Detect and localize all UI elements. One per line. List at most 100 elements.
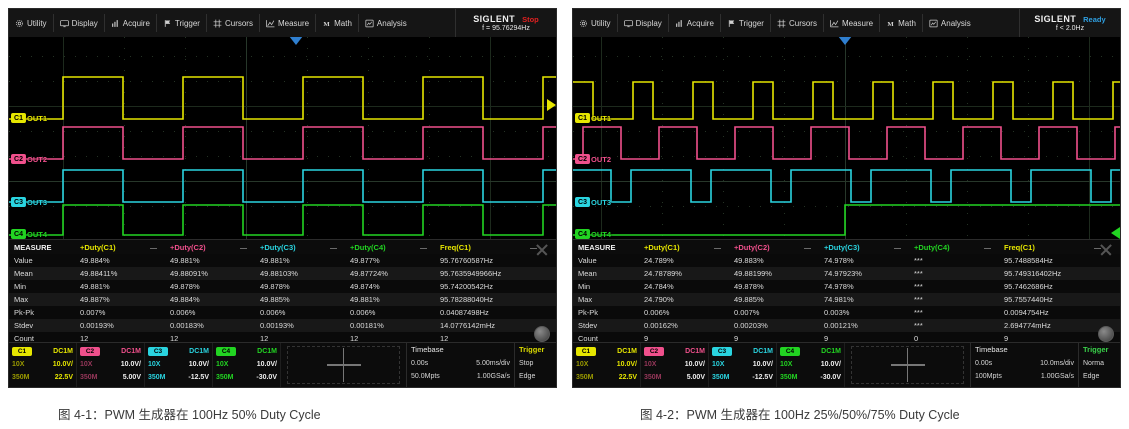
waveform-grid-right[interactable]: C1 OUT1 C2 OUT2 C3 OUT3 C4 OUT4 xyxy=(573,37,1120,239)
channel-level-marker-c1[interactable] xyxy=(547,99,556,111)
cell: 12 xyxy=(440,334,449,343)
plus-icon[interactable] xyxy=(326,348,361,382)
measure-column-header[interactable]: +Duty(C4) xyxy=(909,243,999,252)
measure-table-right[interactable]: MEASURE +Duty(C1) +Duty(C2) +Duty(C3) +D… xyxy=(573,239,1120,346)
vertical-scale: 10.0V/ xyxy=(120,361,141,368)
probe: 10X xyxy=(576,361,589,368)
brand-logo: SIGLENT xyxy=(473,14,516,24)
close-icon[interactable] xyxy=(1098,242,1114,258)
measure-column-header[interactable]: +Duty(C3) xyxy=(819,243,909,252)
cell: 0.006% xyxy=(644,308,670,317)
cell: 49.881% xyxy=(80,282,110,291)
menu-item-analysis[interactable]: Analysis xyxy=(923,9,977,37)
channel-tag-c4[interactable]: C4 OUT4 xyxy=(11,229,47,239)
cell: 49.878% xyxy=(734,282,764,291)
measure-column-header[interactable]: Freq(C1) xyxy=(435,243,545,252)
menu-label: Measure xyxy=(841,18,874,28)
channel-tag-c4[interactable]: C4 OUT4 xyxy=(575,229,611,239)
status-bar-right[interactable]: C1 DC1M 10X 10.0V/ 350M 22.5V C2 DC1M 10X 10.… xyxy=(573,342,1120,387)
divider xyxy=(719,14,721,32)
channel-settings-c1[interactable]: C1 DC1M 10X 10.0V/ 350M 22.5V xyxy=(9,343,77,387)
coupling: DC1M xyxy=(753,348,773,355)
menu-item-display[interactable]: Display xyxy=(54,9,104,37)
scroll-knob[interactable] xyxy=(534,326,550,342)
cell: 0.0094754Hz xyxy=(1004,308,1049,317)
waveform-grid-left[interactable]: C1 OUT1 C2 OUT2 C3 OUT3 C4 OUT4 xyxy=(9,37,556,239)
vertical-scale: 10.0V/ xyxy=(820,361,841,368)
minimize-icon[interactable] xyxy=(150,247,157,249)
measure-column-header[interactable]: +Duty(C1) xyxy=(639,243,729,252)
menu-item-measure[interactable]: Measure xyxy=(824,9,879,37)
menu-item-acquire[interactable]: Acquire xyxy=(669,9,720,37)
channel-settings-c1[interactable]: C1 DC1M 10X 10.0V/ 350M 22.5V xyxy=(573,343,641,387)
cell: 14.0776142mHz xyxy=(440,321,496,330)
channel-badge: C1 xyxy=(11,113,26,123)
menu-item-trigger[interactable]: Trigger xyxy=(721,9,770,37)
minimize-icon[interactable] xyxy=(804,247,811,249)
timebase-settings-right[interactable]: Timebase 0.00s 10.0ms/div 100Mpts 1.00GSa/… xyxy=(970,343,1078,387)
measure-column-header[interactable]: +Duty(C1) xyxy=(75,243,165,252)
close-icon[interactable] xyxy=(534,242,550,258)
minimize-icon[interactable] xyxy=(240,247,247,249)
measure-column-header[interactable]: +Duty(C3) xyxy=(255,243,345,252)
trigger-position-marker[interactable] xyxy=(838,37,852,45)
table-row: Value 49.884% 49.881% 49.881% 49.877% 95.7676… xyxy=(9,254,556,267)
cell: 49.881% xyxy=(260,256,290,265)
cell: *** xyxy=(914,282,923,291)
menu-item-utility[interactable]: Utility xyxy=(573,9,617,37)
measure-column-header[interactable]: +Duty(C4) xyxy=(345,243,435,252)
cell: 95.74200542Hz xyxy=(440,282,493,291)
measure-column-header[interactable]: Freq(C1) xyxy=(999,243,1109,252)
menu-item-trigger[interactable]: Trigger xyxy=(157,9,206,37)
minimize-icon[interactable] xyxy=(330,247,337,249)
status-bar-left[interactable]: C1 DC1M 10X 10.0V/ 350M 22.5V C2 DC1M 10X 10.… xyxy=(9,342,556,387)
plus-icon[interactable] xyxy=(890,348,925,382)
menu-item-cursors[interactable]: Cursors xyxy=(771,9,823,37)
trigger-settings-left[interactable]: Trigger Stop Edge xyxy=(514,343,556,387)
measure-table-left[interactable]: MEASURE +Duty(C1) +Duty(C2) +Duty(C3) +D… xyxy=(9,239,556,346)
coupling: DC1M xyxy=(257,348,277,355)
menu-bar-right[interactable]: Utility Display Acquire Trigger Cursors xyxy=(573,9,1120,38)
channel-settings-c4[interactable]: C4 DC1M 10X 10.0V/ 350M -30.0V xyxy=(777,343,845,387)
menu-item-measure[interactable]: Measure xyxy=(260,9,315,37)
row-label: Stdev xyxy=(578,321,598,330)
menu-item-math[interactable]: M Math xyxy=(316,9,358,37)
figure-caption-left: 图 4-1：PWM 生成器在 100Hz 50% Duty Cycle xyxy=(58,408,321,422)
channel-tag-c1[interactable]: C1 OUT1 xyxy=(11,113,47,123)
channel-tag-c1[interactable]: C1 OUT1 xyxy=(575,113,611,123)
minimize-icon[interactable] xyxy=(714,247,721,249)
timebase-settings-left[interactable]: Timebase 0.00s 5.00ms/div 50.0Mpts 1.00GSa… xyxy=(406,343,514,387)
channel-tag-c2[interactable]: C2 OUT2 xyxy=(575,154,611,164)
scroll-knob[interactable] xyxy=(1098,326,1114,342)
menu-item-math[interactable]: M Math xyxy=(880,9,922,37)
channel-settings-c3[interactable]: C3 DC1M 10X 10.0V/ 350M -12.5V xyxy=(145,343,213,387)
measure-column-header[interactable]: +Duty(C2) xyxy=(729,243,819,252)
menu-label: Cursors xyxy=(224,18,253,28)
coupling: DC1M xyxy=(121,348,141,355)
table-row: Mean 24.78789% 49.88199% 74.97923% *** 95.749… xyxy=(573,267,1120,280)
menu-item-analysis[interactable]: Analysis xyxy=(359,9,413,37)
channel-settings-c2[interactable]: C2 DC1M 10X 10.0V/ 350M 5.00V xyxy=(641,343,709,387)
menu-item-cursors[interactable]: Cursors xyxy=(207,9,259,37)
channel-tag-c2[interactable]: C2 OUT2 xyxy=(11,154,47,164)
channel-tag-c3[interactable]: C3 OUT3 xyxy=(575,197,611,207)
add-channel-area[interactable] xyxy=(845,343,970,387)
channel-level-marker-c4[interactable] xyxy=(1111,227,1120,239)
menu-bar-left[interactable]: Utility Display Acquire Trigger Cursors xyxy=(9,9,556,38)
minimize-icon[interactable] xyxy=(894,247,901,249)
add-dashed-box xyxy=(287,346,400,384)
add-channel-area[interactable] xyxy=(281,343,406,387)
menu-item-utility[interactable]: Utility xyxy=(9,9,53,37)
minimize-icon[interactable] xyxy=(984,247,991,249)
channel-settings-c4[interactable]: C4 DC1M 10X 10.0V/ 350M -30.0V xyxy=(213,343,281,387)
channel-settings-c2[interactable]: C2 DC1M 10X 10.0V/ 350M 5.00V xyxy=(77,343,145,387)
channel-tag-c3[interactable]: C3 OUT3 xyxy=(11,197,47,207)
minimize-icon[interactable] xyxy=(420,247,427,249)
measure-column-header[interactable]: +Duty(C2) xyxy=(165,243,255,252)
trigger-position-marker[interactable] xyxy=(289,37,303,45)
menu-item-acquire[interactable]: Acquire xyxy=(105,9,156,37)
trigger-settings-right[interactable]: Trigger Norma Edge xyxy=(1078,343,1120,387)
channel-settings-c3[interactable]: C3 DC1M 10X 10.0V/ 350M -12.5V xyxy=(709,343,777,387)
menu-item-display[interactable]: Display xyxy=(618,9,668,37)
